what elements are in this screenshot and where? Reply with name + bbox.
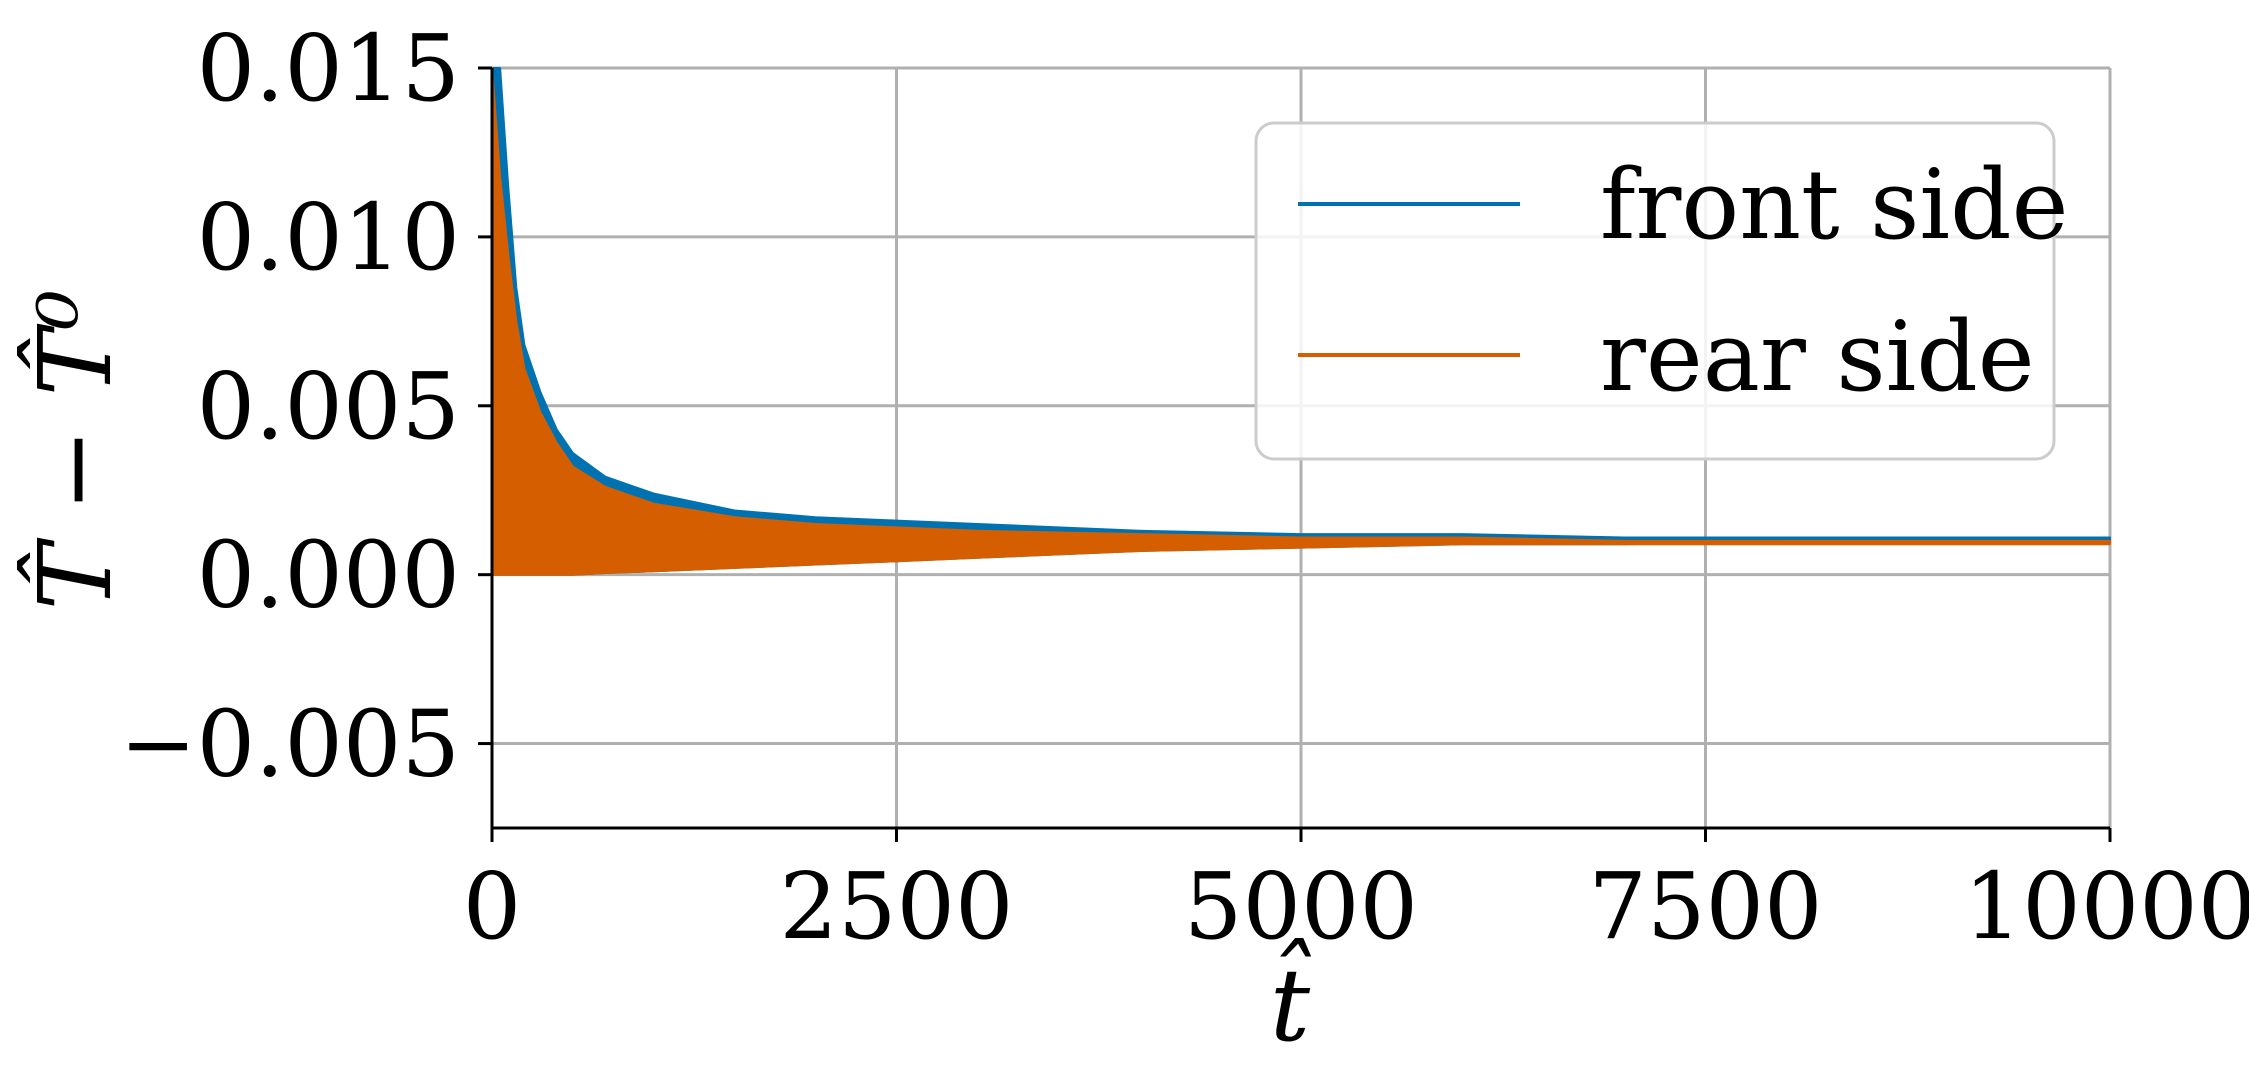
legend-frame [1254, 121, 2056, 461]
y-tick-label-0: −0.005 [120, 691, 460, 798]
y-axis-label: T̂ − T̂⁰ [17, 290, 134, 611]
y-tick-label-1: 0.000 [197, 522, 460, 629]
x-tick-label-3: 7500 [1588, 853, 1822, 960]
legend-label-rear-side: rear side [1600, 301, 2035, 413]
x-tick-label-0: 0 [463, 853, 522, 960]
y-tick-label-3: 0.010 [197, 184, 460, 291]
series-bands [491, 67, 2111, 576]
legend-label-front-side: front side [1600, 149, 2068, 261]
x-tick-label-1: 2500 [779, 853, 1013, 960]
x-ticks: 0 2500 5000 7500 10000 [463, 828, 2249, 960]
y-ticks: −0.005 0.000 0.005 0.010 0.015 [120, 15, 492, 798]
x-axis-label: t̂ [1270, 938, 1312, 1064]
x-tick-label-4: 10000 [1964, 853, 2249, 960]
y-tick-label-2: 0.005 [197, 353, 460, 460]
y-tick-label-4: 0.015 [197, 15, 460, 122]
x-tick-label-2: 5000 [1184, 853, 1418, 960]
legend: front side rear side [1254, 121, 2068, 461]
series-band-rear-side [491, 67, 2111, 576]
